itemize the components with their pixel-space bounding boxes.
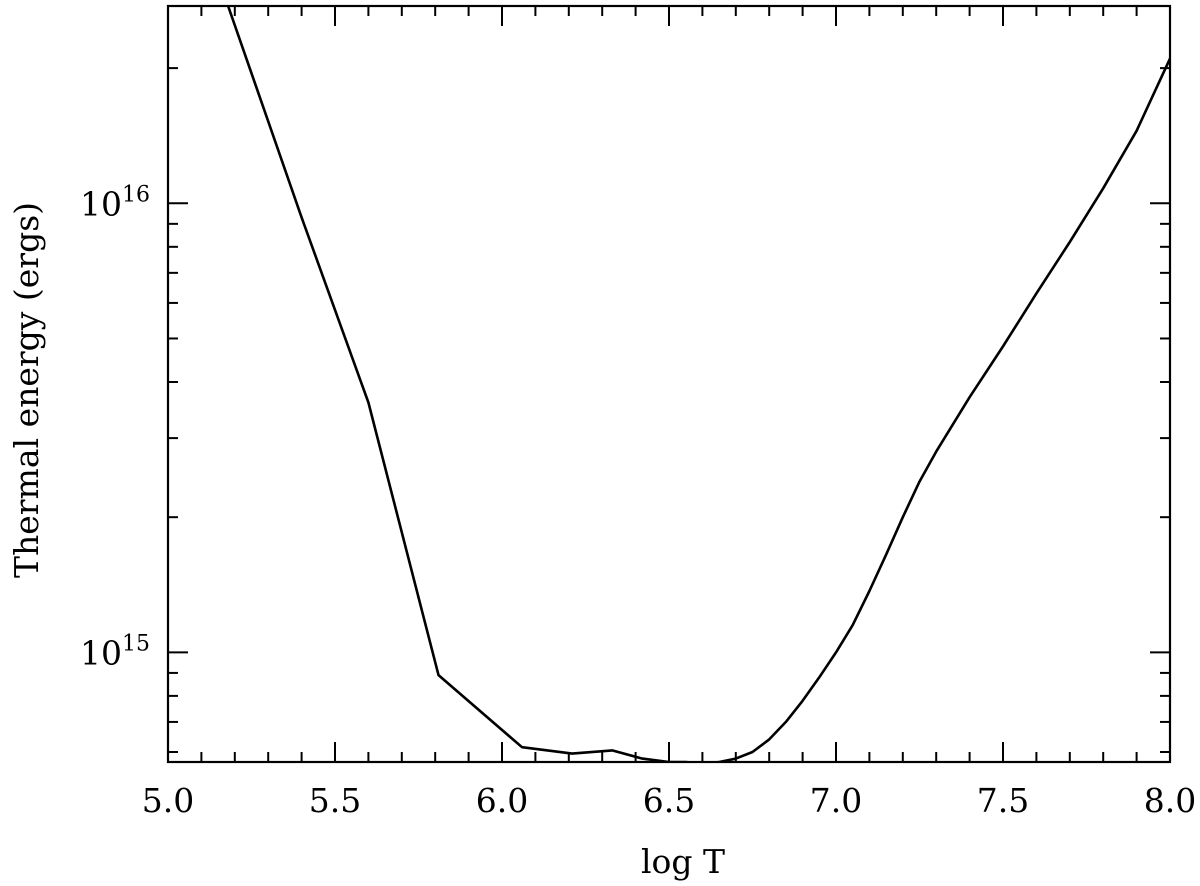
series-layer bbox=[226, 6, 1170, 762]
labels-layer: log T Thermal energy (ergs) bbox=[7, 202, 725, 881]
y-axis-title: Thermal energy (ergs) bbox=[7, 202, 46, 578]
x-tick-label: 7.5 bbox=[977, 781, 1029, 820]
y-tick-label: 1015 bbox=[80, 631, 150, 672]
x-tick-label: 5.0 bbox=[142, 781, 194, 820]
x-tick-label: 7.0 bbox=[810, 781, 862, 820]
x-tick-label: 8.0 bbox=[1144, 781, 1196, 820]
x-axis-title: log T bbox=[641, 842, 725, 881]
x-tick-label: 5.5 bbox=[309, 781, 361, 820]
x-tick-label: 6.0 bbox=[476, 781, 528, 820]
axes-layer: 5.0 5.5 6.0 6.5 7.0 7.5 8.0 1015 1016 bbox=[80, 4, 1196, 820]
x-tick-label: 6.5 bbox=[643, 781, 695, 820]
thermal-energy-curve bbox=[226, 6, 1170, 762]
y-tick-label: 1016 bbox=[80, 182, 150, 223]
plot-frame bbox=[166, 4, 1172, 764]
